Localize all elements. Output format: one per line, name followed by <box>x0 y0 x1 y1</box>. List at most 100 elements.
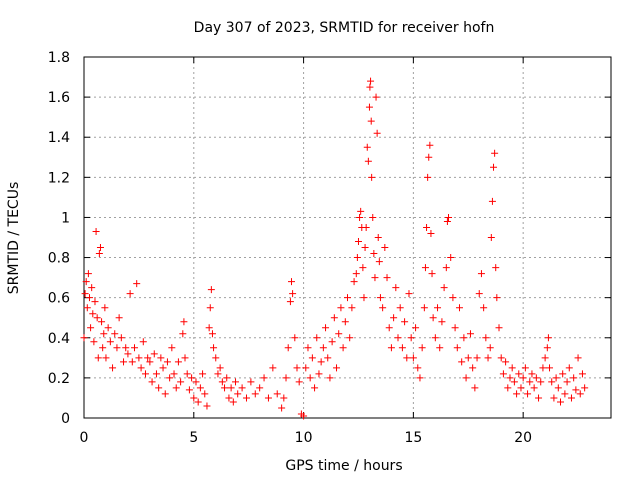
data-point <box>128 358 136 366</box>
data-point <box>434 304 442 312</box>
grid <box>84 57 611 418</box>
data-point <box>83 304 91 312</box>
data-point <box>225 394 233 402</box>
data-point <box>242 394 250 402</box>
data-point <box>92 227 100 235</box>
data-point <box>369 213 377 221</box>
data-point <box>403 354 411 362</box>
data-point <box>442 264 450 272</box>
data-point <box>578 370 586 378</box>
data-point <box>177 378 185 386</box>
data-point <box>431 334 439 342</box>
data-point <box>385 324 393 332</box>
data-point <box>473 354 481 362</box>
data-point <box>574 354 582 362</box>
data-point <box>356 213 364 221</box>
data-point <box>462 374 470 382</box>
data-point <box>499 370 507 378</box>
data-point <box>161 390 169 398</box>
data-point <box>206 304 214 312</box>
data-point <box>346 334 354 342</box>
data-point <box>379 304 387 312</box>
data-point <box>159 364 167 372</box>
y-axis-label: SRMTID / TECUs <box>6 182 22 295</box>
y-tick-label: 0.8 <box>48 251 70 267</box>
data-point <box>394 334 402 342</box>
data-point <box>135 354 143 362</box>
y-tick-label: 1.2 <box>48 170 70 186</box>
data-point <box>480 304 488 312</box>
data-point <box>170 370 178 378</box>
data-point <box>166 374 174 382</box>
data-point <box>168 344 176 352</box>
data-point <box>337 304 345 312</box>
data-point <box>387 344 395 352</box>
data-point <box>155 384 163 392</box>
data-point <box>317 358 325 366</box>
data-point <box>104 324 112 332</box>
data-point <box>486 344 494 352</box>
data-point <box>504 384 512 392</box>
data-point <box>360 294 368 302</box>
data-point <box>269 364 277 372</box>
data-point <box>180 318 188 326</box>
data-point <box>370 250 378 258</box>
data-point <box>144 354 152 362</box>
data-point <box>311 384 319 392</box>
y-tick-label: 0.6 <box>48 291 70 307</box>
data-point <box>98 318 106 326</box>
data-point <box>264 394 272 402</box>
data-point <box>550 394 558 402</box>
data-point <box>350 278 358 286</box>
data-point <box>141 370 149 378</box>
data-points <box>80 77 589 420</box>
data-point <box>293 364 301 372</box>
data-point <box>427 229 435 237</box>
data-point <box>82 278 90 286</box>
data-point <box>425 153 433 161</box>
data-point <box>392 284 400 292</box>
data-point <box>409 354 417 362</box>
data-point <box>576 390 584 398</box>
data-point <box>300 412 308 420</box>
data-point <box>313 334 321 342</box>
data-point <box>544 334 552 342</box>
data-point <box>552 374 560 382</box>
data-point <box>148 378 156 386</box>
data-point <box>581 384 589 392</box>
data-point <box>150 350 158 358</box>
y-tick-label: 1.6 <box>48 90 70 106</box>
data-point <box>282 374 290 382</box>
data-point <box>232 378 240 386</box>
data-point <box>401 318 409 326</box>
data-point <box>188 374 196 382</box>
data-point <box>353 254 361 262</box>
data-point <box>90 338 98 346</box>
data-point <box>227 384 235 392</box>
data-point <box>88 284 96 292</box>
y-tick-label: 0.4 <box>48 331 70 347</box>
data-point <box>196 384 204 392</box>
x-tick-label: 10 <box>295 430 313 446</box>
data-point <box>421 264 429 272</box>
data-point <box>131 344 139 352</box>
data-point <box>515 370 523 378</box>
data-point <box>203 402 211 410</box>
data-point <box>368 173 376 181</box>
data-point <box>85 294 93 302</box>
data-point <box>487 234 495 241</box>
data-point <box>554 384 562 392</box>
data-point <box>93 314 101 322</box>
data-point <box>517 384 525 392</box>
data-point <box>174 358 182 366</box>
data-point <box>460 334 468 342</box>
data-point <box>497 354 505 362</box>
data-point <box>352 270 360 278</box>
data-point <box>84 270 92 278</box>
data-point <box>364 157 372 165</box>
data-point <box>398 344 406 352</box>
data-point <box>482 334 490 342</box>
data-point <box>354 238 362 246</box>
data-point <box>234 390 242 398</box>
